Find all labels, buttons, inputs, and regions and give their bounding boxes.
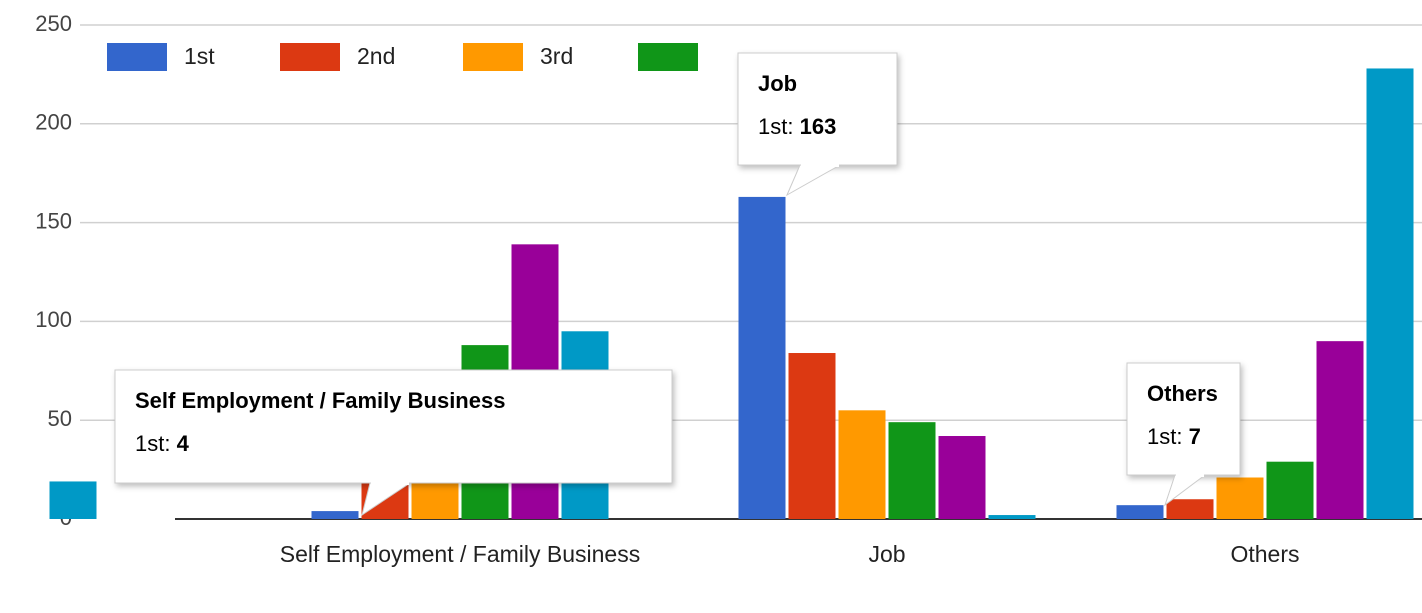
bar <box>988 515 1036 519</box>
bar <box>1366 68 1414 520</box>
tooltip-series: 1st <box>135 431 164 456</box>
tooltip-row: 1st: 7 <box>1147 424 1201 449</box>
legend-label: 1st <box>184 43 215 69</box>
tooltips: Self Employment / Family Business 1st: 4 J… <box>114 52 1241 517</box>
bar <box>1266 461 1314 519</box>
bar <box>311 511 359 519</box>
y-tick-label: 250 <box>35 11 72 36</box>
tooltip-title: Others <box>1147 381 1218 406</box>
bar <box>1116 505 1164 519</box>
x-tick-label: Self Employment / Family Business <box>280 541 640 567</box>
grid: 050100150200250Self Employment / Family … <box>35 11 1422 567</box>
legend-label: 2nd <box>357 43 395 69</box>
bar <box>788 353 836 519</box>
tooltip-series: 1st <box>758 114 787 139</box>
tooltip-sep: : <box>164 431 176 456</box>
x-tick-label: Job <box>868 541 905 567</box>
x-tick-label: Others <box>1230 541 1299 567</box>
y-tick-label: 150 <box>35 208 72 233</box>
bar <box>49 481 97 519</box>
bar <box>1166 499 1214 519</box>
tooltip-value: 163 <box>800 114 837 139</box>
tooltip-seam <box>801 163 839 167</box>
tooltip-box <box>737 52 898 166</box>
y-tick-label: 200 <box>35 110 72 135</box>
tooltip-sep: : <box>1176 424 1188 449</box>
tooltip: Job 1st: 163 <box>737 52 898 197</box>
bar <box>1316 341 1364 519</box>
bar <box>938 436 986 519</box>
tooltip-row: 1st: 163 <box>758 114 836 139</box>
bar <box>738 196 786 520</box>
legend-swatch <box>107 43 167 71</box>
legend: 1st 2nd 3rd <box>107 43 698 71</box>
tooltip-seam <box>1176 473 1204 477</box>
tooltip-title: Job <box>758 71 797 96</box>
tooltip-row: 1st: 4 <box>135 431 190 456</box>
bar <box>888 422 936 519</box>
bar <box>838 410 886 519</box>
y-tick-label: 50 <box>48 406 72 431</box>
tooltip-tail <box>785 164 842 197</box>
tooltip: Self Employment / Family Business 1st: 4 <box>114 369 673 517</box>
tooltip-title: Self Employment / Family Business <box>135 388 505 413</box>
y-tick-label: 100 <box>35 307 72 332</box>
tooltip-value: 4 <box>177 431 190 456</box>
tooltip-series: 1st <box>1147 424 1176 449</box>
tooltip-seam <box>371 481 409 485</box>
legend-swatch <box>463 43 523 71</box>
bar <box>1216 477 1264 519</box>
legend-label: 3rd <box>540 43 573 69</box>
legend-swatch <box>638 43 698 71</box>
legend-swatch <box>280 43 340 71</box>
tooltip-box <box>1126 362 1241 476</box>
tooltip: Others 1st: 7 <box>1126 362 1241 507</box>
tooltip-sep: : <box>787 114 799 139</box>
tooltip-box <box>114 369 673 484</box>
tooltip-value: 7 <box>1189 424 1201 449</box>
